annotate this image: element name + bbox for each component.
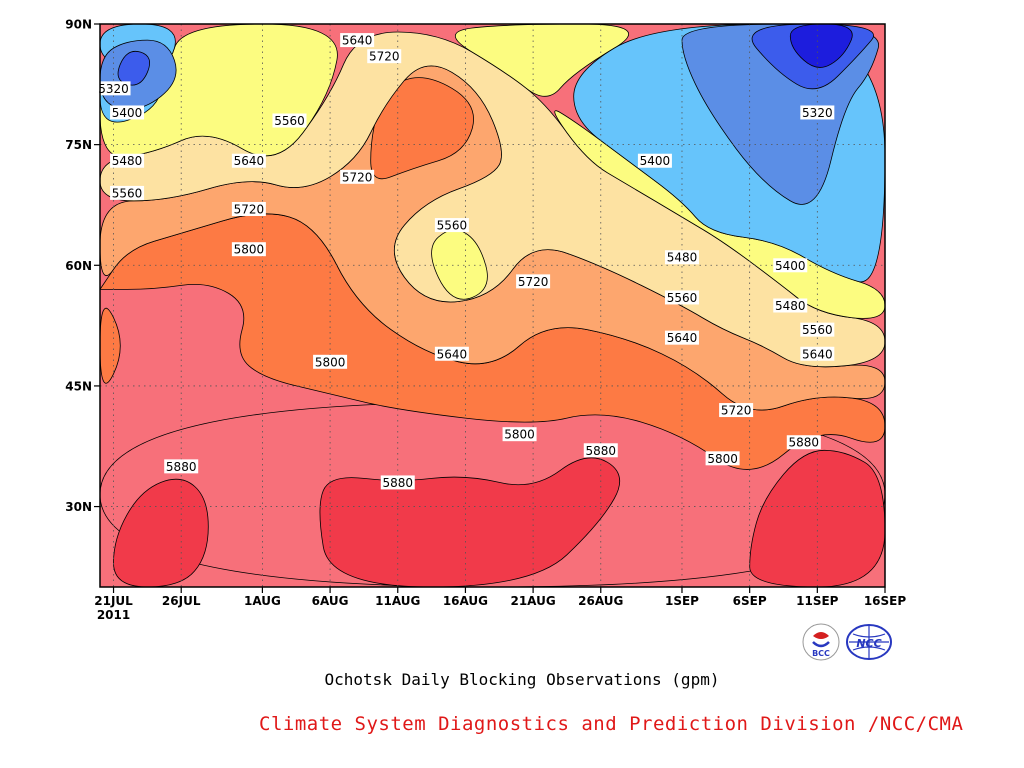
svg-text:5320: 5320 [98, 82, 129, 96]
contour-region-4 [319, 457, 621, 587]
svg-text:5720: 5720 [342, 170, 373, 184]
svg-text:5560: 5560 [274, 114, 305, 128]
contour-region-1 [100, 307, 121, 384]
svg-text:5720: 5720 [518, 275, 549, 289]
svg-text:5880: 5880 [166, 460, 197, 474]
svg-text:5560: 5560 [437, 219, 468, 233]
x-tick-label-7: 26AUG [578, 594, 623, 608]
contour-label-24: 5800 [705, 451, 740, 466]
svg-text:5480: 5480 [775, 299, 806, 313]
contour-label-18: 5880 [380, 475, 415, 490]
svg-text:5880: 5880 [586, 444, 617, 458]
contour-label-12: 5800 [313, 354, 348, 369]
x-tick-label-3: 6AUG [312, 594, 349, 608]
svg-text:5480: 5480 [667, 251, 698, 265]
contour-label-7: 5560 [272, 113, 307, 128]
svg-text:5720: 5720 [234, 202, 265, 216]
credit-line: Climate System Diagnostics and Predictio… [259, 713, 964, 735]
contour-label-8: 5640 [340, 33, 375, 48]
svg-text:5560: 5560 [667, 291, 698, 305]
contour-label-2: 5480 [110, 153, 145, 168]
contour-label-25: 5880 [786, 435, 821, 450]
bcc-logo: BCC [802, 623, 840, 661]
contour-label-22: 5640 [664, 330, 699, 345]
svg-text:5720: 5720 [369, 50, 400, 64]
contour-label-26: 5320 [800, 105, 835, 120]
contour-label-27: 5400 [773, 258, 808, 273]
contour-chart: 5320 5400 5480 5560 5640 5720 5800 5560 5640 5720… [65, 18, 906, 623]
contour-label-3: 5560 [110, 185, 145, 200]
contour-label-9: 5720 [367, 49, 402, 64]
x-tick-label-11: 16SEP [864, 594, 907, 608]
contour-label-21: 5560 [664, 290, 699, 305]
contour-label-14: 5720 [516, 274, 551, 289]
svg-text:5480: 5480 [112, 154, 143, 168]
contour-region-8 [100, 31, 885, 368]
svg-text:5800: 5800 [315, 355, 346, 369]
x-tick-label-6: 21AUG [510, 594, 555, 608]
contour-label-10: 5720 [340, 169, 375, 184]
plot-frame [99, 23, 886, 588]
x-tick-label-8: 1SEP [665, 594, 699, 608]
svg-text:5720: 5720 [721, 404, 752, 418]
y-tick-label-0: 30N [65, 500, 92, 514]
contour-region-18 [117, 50, 150, 86]
contour-label-23: 5720 [719, 403, 754, 418]
contour-label-28: 5480 [773, 298, 808, 313]
x-tick-label-9: 6SEP [733, 594, 767, 608]
contour-label-13: 5640 [434, 346, 469, 361]
x-tick-label-5: 16AUG [443, 594, 488, 608]
svg-text:5560: 5560 [112, 186, 143, 200]
contour-label-4: 5640 [231, 153, 266, 168]
svg-text:5640: 5640 [437, 347, 468, 361]
contour-label-6: 5800 [231, 242, 266, 257]
svg-text:5400: 5400 [775, 259, 806, 273]
contour-labels: 5320 5400 5480 5560 5640 5720 5800 5560 5640 5720… [96, 33, 835, 490]
y-tick-label-3: 75N [65, 138, 92, 152]
y-tick-label-4: 90N [65, 18, 92, 32]
contour-label-19: 5400 [637, 153, 672, 168]
svg-text:BCC: BCC [812, 649, 830, 658]
ncc-logo: NCC [846, 624, 892, 660]
contour-label-29: 5560 [800, 322, 835, 337]
svg-text:5640: 5640 [802, 347, 833, 361]
svg-text:5400: 5400 [112, 106, 143, 120]
contour-label-11: 5560 [434, 218, 469, 233]
contour-label-5: 5720 [231, 201, 266, 216]
svg-text:5320: 5320 [802, 106, 833, 120]
svg-text:5400: 5400 [640, 154, 671, 168]
svg-text:5800: 5800 [504, 428, 535, 442]
x-tick-label-1: 26JUL [162, 594, 201, 608]
contour-label-20: 5480 [664, 250, 699, 265]
svg-text:5640: 5640 [234, 154, 265, 168]
x-tick-year-label: 2011 [97, 608, 130, 622]
y-tick-label-2: 60N [65, 259, 92, 273]
svg-text:5560: 5560 [802, 323, 833, 337]
x-tick-label-10: 11SEP [796, 594, 839, 608]
y-tick-label-1: 45N [65, 379, 92, 393]
x-tick-label-2: 1AUG [244, 594, 281, 608]
contour-label-17: 5880 [164, 459, 199, 474]
contour-label-16: 5880 [583, 443, 618, 458]
svg-text:NCC: NCC [856, 637, 881, 650]
chart-title: Ochotsk Daily Blocking Observations (gpm… [324, 670, 720, 689]
contour-label-0: 5320 [96, 81, 131, 96]
svg-text:5880: 5880 [789, 436, 820, 450]
contour-label-30: 5640 [800, 346, 835, 361]
contour-label-15: 5800 [502, 427, 537, 442]
x-tick-label-0: 21JUL [94, 594, 133, 608]
svg-text:5800: 5800 [707, 452, 738, 466]
svg-text:5800: 5800 [234, 243, 265, 257]
svg-text:5640: 5640 [342, 34, 373, 48]
svg-text:5640: 5640 [667, 331, 698, 345]
contour-label-1: 5400 [110, 105, 145, 120]
svg-text:5880: 5880 [382, 476, 413, 490]
x-tick-label-4: 11AUG [375, 594, 420, 608]
